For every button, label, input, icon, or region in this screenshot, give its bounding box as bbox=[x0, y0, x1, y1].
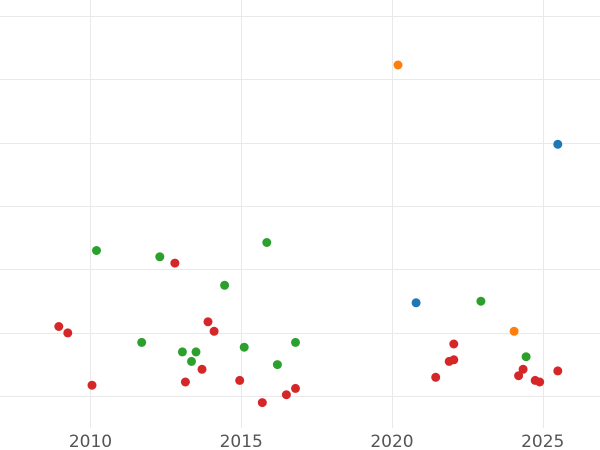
data-point bbox=[235, 375, 245, 385]
data-point bbox=[239, 342, 249, 352]
data-point bbox=[281, 390, 291, 400]
data-point bbox=[476, 296, 486, 306]
data-point bbox=[177, 347, 187, 357]
x-tick-label: 2015 bbox=[220, 432, 263, 450]
data-point bbox=[449, 355, 459, 365]
x-tick-label: 2025 bbox=[521, 432, 564, 450]
data-point bbox=[191, 347, 201, 357]
data-point bbox=[170, 258, 180, 268]
data-point bbox=[155, 252, 165, 262]
data-point bbox=[203, 317, 213, 327]
x-axis-tick-labels: 2010 2015 2020 2025 bbox=[69, 432, 565, 450]
data-point bbox=[509, 326, 519, 336]
data-points bbox=[54, 60, 563, 408]
data-point bbox=[87, 380, 97, 390]
data-point bbox=[393, 60, 403, 70]
data-point bbox=[291, 383, 300, 393]
data-point bbox=[553, 139, 563, 149]
data-point bbox=[535, 377, 545, 387]
data-point bbox=[257, 398, 267, 408]
data-point bbox=[137, 337, 147, 347]
data-point bbox=[518, 364, 528, 374]
data-point bbox=[197, 364, 207, 374]
data-point bbox=[262, 238, 272, 247]
data-point bbox=[220, 280, 230, 290]
data-point bbox=[431, 372, 441, 382]
x-gridlines bbox=[90, 0, 544, 428]
data-point bbox=[553, 366, 563, 376]
data-point bbox=[63, 328, 73, 338]
data-point bbox=[54, 322, 64, 331]
data-point bbox=[209, 326, 219, 336]
data-point bbox=[272, 360, 282, 370]
data-point bbox=[514, 371, 524, 381]
data-point bbox=[180, 377, 190, 387]
data-point bbox=[187, 356, 196, 366]
x-tick-label: 2020 bbox=[370, 432, 413, 450]
data-point bbox=[411, 298, 421, 308]
data-point bbox=[291, 337, 300, 347]
data-point bbox=[449, 339, 459, 349]
y-gridlines bbox=[0, 16, 600, 397]
data-point bbox=[92, 246, 101, 255]
x-tick-label: 2010 bbox=[69, 432, 112, 450]
data-point bbox=[521, 352, 531, 362]
